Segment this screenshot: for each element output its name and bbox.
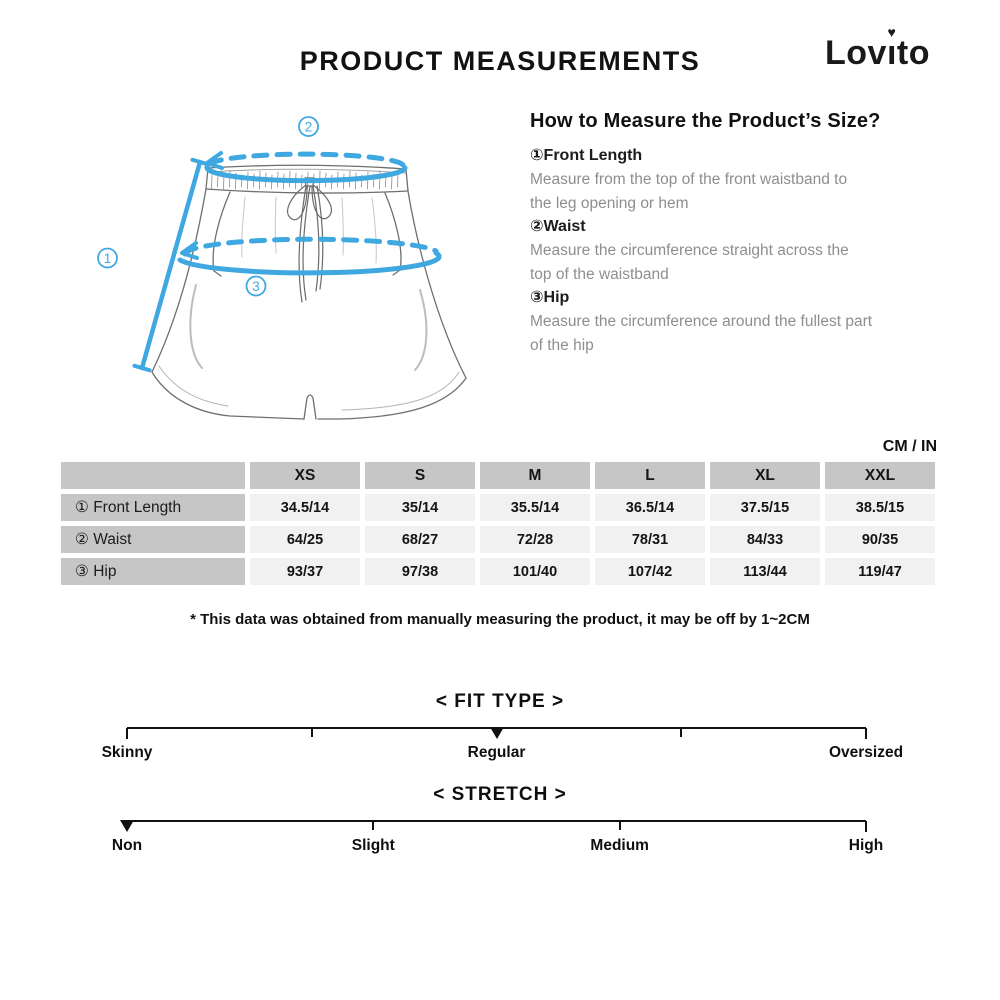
scale-label: Slight: [351, 837, 395, 854]
measure-item-label: ①Front Length: [530, 147, 643, 164]
scale-end-bracket: [126, 728, 128, 739]
disclaimer-note: * This data was obtained from manually m…: [190, 611, 810, 628]
table-row-waist: ② Waist 64/25 68/27 72/28 78/31 84/33 90…: [61, 526, 935, 553]
measurement-value: 90/35: [825, 526, 935, 553]
measurement-value: 34.5/14: [250, 494, 360, 521]
fit-type-title: < FIT TYPE >: [435, 691, 565, 712]
measurement-value: 72/28: [480, 526, 590, 553]
size-col-header: XS: [250, 462, 360, 489]
scale-marker-triangle-icon: [489, 727, 504, 739]
circled-number: ①: [530, 147, 544, 164]
measure-item-desc-line: Measure from the top of the front waistb…: [530, 171, 848, 188]
hip-arrow-icon: [180, 241, 199, 260]
measurement-value: 37.5/15: [710, 494, 820, 521]
shorts-measurement-diagram: 2 1 3: [97, 116, 467, 420]
logo-text-end: to: [896, 34, 930, 72]
scale-label: Regular: [467, 744, 526, 761]
circled-number: ③: [75, 563, 89, 580]
table-corner-cell: [61, 462, 245, 489]
scale-label: Non: [111, 837, 143, 854]
size-col-header: M: [480, 462, 590, 489]
size-table-header-row: XS S M L XL XXL: [61, 462, 935, 489]
measure-item-desc-line: top of the waistband: [530, 265, 669, 283]
circled-number: ③: [530, 289, 544, 306]
logo-letter-i: ♥ ı: [886, 24, 897, 72]
scale-end-bracket: [865, 728, 867, 739]
hip-measure-line: [177, 236, 442, 276]
measurement-value: 97/38: [365, 558, 475, 585]
measurement-value: 107/42: [595, 558, 705, 585]
measurement-value: 101/40: [480, 558, 590, 585]
front-length-badge-circle: [97, 247, 118, 269]
hip-badge-number: 3: [252, 279, 260, 294]
fit-type-scale: Skinny Regular Oversized: [102, 727, 903, 771]
scale-tick: [372, 821, 375, 830]
waist-badge-circle: [298, 116, 319, 137]
waist-measure-line: [204, 151, 408, 184]
measure-item-desc-line: of the hip: [530, 336, 594, 354]
measurement-value: 38.5/15: [825, 494, 935, 521]
size-col-header: XL: [710, 462, 820, 489]
units-label: CM / IN: [882, 438, 937, 455]
scale-label: Skinny: [101, 744, 153, 761]
shorts-sketch: [151, 164, 467, 420]
measure-item-label: ③Hip: [530, 289, 570, 306]
row-label: ③ Hip: [61, 558, 245, 585]
circled-number: ②: [530, 218, 544, 235]
measurement-value: 113/44: [710, 558, 820, 585]
scale-label: High: [848, 837, 884, 854]
scale-tick: [680, 728, 683, 737]
table-row-hip: ③ Hip 93/37 97/38 101/40 107/42 113/44 1…: [61, 558, 935, 585]
measurement-value: 68/27: [365, 526, 475, 553]
measure-item-desc-line: Measure the circumference around the ful…: [530, 313, 873, 330]
lovito-logo: Lov ♥ ıto: [825, 24, 930, 73]
measure-item-desc-line: Measure the circumference straight acros…: [530, 242, 849, 259]
row-label: ① Front Length: [61, 494, 245, 521]
front-length-dimension-line: [132, 157, 210, 373]
scale-end-bracket: [865, 821, 867, 832]
annotation-badges: 2 1 3: [97, 116, 319, 297]
hip-badge-circle: [245, 275, 267, 297]
page-title: PRODUCT MEASUREMENTS: [299, 46, 701, 76]
how-to-measure-section: How to Measure the Product’s Size? ①Fron…: [530, 108, 925, 357]
measurement-value: 64/25: [250, 526, 360, 553]
scale-label: Oversized: [828, 744, 904, 761]
measurement-value: 35/14: [365, 494, 475, 521]
heart-icon: ♥: [887, 24, 897, 40]
measurement-value: 93/37: [250, 558, 360, 585]
scale-marker-triangle-icon: [120, 820, 134, 832]
waist-badge-number: 2: [305, 119, 313, 134]
circled-number: ①: [75, 499, 89, 516]
size-table: XS S M L XL XXL ① Front Length 34.5/14 3…: [56, 457, 940, 590]
stretch-scale: Non Slight Medium High: [112, 820, 883, 864]
circled-number: ②: [75, 531, 89, 548]
table-row-front-length: ① Front Length 34.5/14 35/14 35.5/14 36.…: [61, 494, 935, 521]
scale-label: Medium: [590, 837, 649, 854]
measure-item-label: ②Waist: [530, 218, 586, 235]
waist-arrow-icon: [205, 151, 224, 170]
measurement-value: 119/47: [825, 558, 935, 585]
row-label: ② Waist: [61, 526, 245, 553]
measurement-value: 36.5/14: [595, 494, 705, 521]
measurement-annotations: 2 1 3: [97, 116, 442, 373]
stretch-title: < STRETCH >: [433, 784, 567, 805]
scale-tick: [618, 821, 621, 830]
measurement-value: 84/33: [710, 526, 820, 553]
size-col-header: S: [365, 462, 475, 489]
logo-text-start: Lov: [825, 34, 887, 72]
measurement-value: 78/31: [595, 526, 705, 553]
measurement-value: 35.5/14: [480, 494, 590, 521]
size-col-header: L: [595, 462, 705, 489]
scale-tick: [310, 728, 313, 737]
how-to-heading: How to Measure the Product’s Size?: [530, 110, 881, 132]
size-col-header: XXL: [825, 462, 935, 489]
measure-item-desc-line: the leg opening or hem: [530, 194, 689, 212]
front-length-badge-number: 1: [104, 251, 112, 266]
